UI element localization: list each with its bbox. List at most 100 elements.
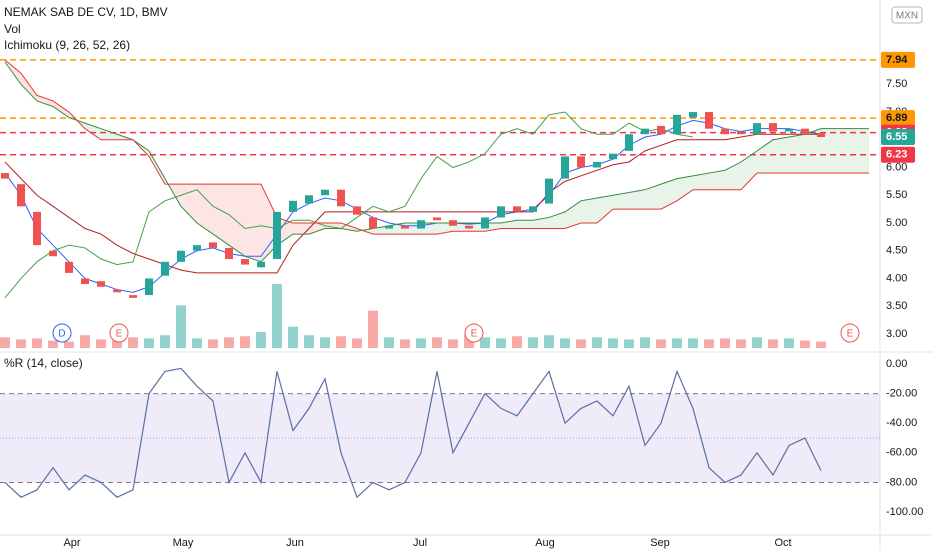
volume-bar [240,336,250,348]
cloud [229,184,245,257]
y-tick-label: 4.00 [886,272,907,284]
candle-body [193,245,201,251]
candle-body [593,161,601,168]
x-tick-label: Jul [413,537,427,549]
volume-bar [640,337,650,348]
volume-bar [656,339,666,348]
volume-bar [512,336,522,348]
cloud [613,192,629,210]
volume-bar [720,338,730,348]
cloud [709,170,725,190]
candle-body [545,178,553,204]
candle-body [97,281,105,287]
candle-body [289,200,297,212]
cloud [837,128,853,174]
candle-body [785,128,793,132]
candle-body [241,259,249,265]
candle-body [737,131,745,135]
candle-body [65,261,73,273]
candle-body [49,250,57,257]
event-marker [840,323,860,343]
cloud [37,95,53,107]
candle-body [449,220,457,226]
ichimoku-line [4,61,869,263]
cloud [645,184,661,210]
candle-body [609,153,617,160]
x-tick-label: Aug [535,537,555,549]
volume-bar [224,337,234,348]
cloud [101,128,117,140]
volume-bar [688,338,698,348]
cloud [597,195,613,223]
candle-body [337,189,345,207]
volume-bar [608,338,618,348]
event-label: E [471,329,478,340]
volume-bar [208,339,218,348]
cloud [661,178,677,210]
candle-body [81,278,89,284]
volume-bar [528,337,538,348]
price-label: 6.89 [886,112,907,124]
candle-body [513,206,521,212]
volume-bar [816,341,826,348]
y-tick-label: 3.00 [886,328,907,340]
y-tick-label: 3.50 [886,300,907,312]
x-tick-label: May [173,537,194,549]
volume-bar [128,337,138,348]
y-tick-label: 6.00 [886,161,907,173]
volume-bar [496,338,506,348]
volume-bar [400,339,410,348]
volume-bar [48,340,58,348]
ichimoku-line [4,119,822,293]
cloud [821,128,837,174]
cloud [325,222,341,229]
y-tick-label: -60.00 [886,447,917,459]
volume-bar [736,339,746,348]
cloud [533,217,549,229]
cloud [309,222,325,235]
price-label: 6.23 [886,149,907,161]
event-label: E [116,329,123,340]
cloud [725,161,741,190]
candle-body [801,128,809,135]
candle-body [657,125,665,135]
candle-body [385,225,393,229]
volume-bar [464,335,474,348]
volume-bar [80,335,90,348]
volume-bar [768,339,778,348]
volume-bar [176,305,186,348]
volume-bar [544,335,554,348]
candle-body [353,206,361,215]
volume-bar [272,284,282,348]
candle-body [673,114,681,135]
cloud [21,73,37,101]
cloud [741,150,757,190]
volume-bar [752,337,762,348]
y-tick-label: -40.00 [886,417,917,429]
volume-bar [160,335,170,348]
cloud [629,189,645,210]
y-tick-label: 7.50 [886,78,907,90]
volume-bar [784,338,794,348]
candle-body [177,250,185,262]
ichimoku-line [4,133,821,274]
candle-body [817,133,825,138]
candle-body [577,156,585,168]
price-label-box [881,110,915,127]
event-marker [464,323,484,343]
volume-bar [384,337,394,348]
candle-body [689,112,697,118]
candle-body [257,261,265,268]
candle-body [369,217,377,229]
volume-bar [96,339,106,348]
volume-bar [64,341,74,348]
candle-body [145,278,153,296]
x-tick-label: Sep [650,537,670,549]
y-tick-label: 5.00 [886,217,907,229]
event-label: E [847,329,854,340]
event-marker [109,323,129,343]
volume-bar [624,339,634,348]
y-tick-label: -80.00 [886,476,917,488]
cloud [197,184,213,235]
